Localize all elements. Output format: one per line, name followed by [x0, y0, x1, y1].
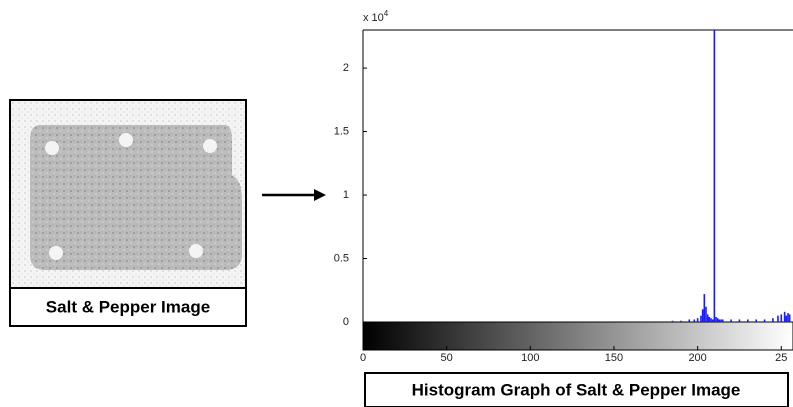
y-multiplier: x 104 — [363, 9, 389, 24]
colorbar — [363, 322, 793, 350]
salt-pepper-image — [10, 100, 246, 288]
bar — [786, 316, 788, 322]
bar — [704, 294, 706, 322]
bar — [705, 307, 707, 322]
bar — [697, 318, 699, 322]
bar — [680, 321, 682, 322]
bar — [717, 318, 719, 322]
bar — [719, 319, 721, 322]
bar — [720, 319, 722, 322]
x-tick-label: 100 — [521, 352, 539, 364]
bars — [672, 30, 791, 322]
bar — [700, 316, 702, 322]
figure: Salt & Pepper Image x 104 Histogram Grap… — [0, 0, 793, 407]
y-tick-label: 1 — [343, 189, 349, 201]
x-tick-label: 200 — [688, 352, 706, 364]
y-tick-label: 0.5 — [334, 252, 349, 264]
arrow — [262, 189, 326, 201]
bar — [787, 313, 789, 322]
y-tick-label: 2 — [343, 62, 349, 74]
bar — [672, 321, 674, 322]
chart-title: Histogram Graph of Salt & Pepper Image — [412, 380, 741, 399]
bar — [715, 317, 717, 322]
bar — [722, 319, 724, 322]
bar — [693, 319, 695, 322]
bar — [784, 312, 786, 322]
y-tick-label: 0 — [343, 316, 349, 328]
x-tick-label: 150 — [605, 352, 623, 364]
bar — [764, 319, 766, 322]
y-multiplier-exponent: 4 — [384, 9, 389, 18]
bar — [772, 318, 774, 322]
y-multiplier-base: x 10 — [363, 12, 384, 24]
bar — [739, 319, 741, 322]
x-tick-label: 25 — [775, 352, 787, 364]
bar — [702, 309, 704, 322]
left-caption: Salt & Pepper Image — [46, 297, 210, 316]
bar — [777, 316, 779, 322]
bar — [747, 319, 749, 322]
bar — [710, 318, 712, 322]
bar — [780, 314, 782, 322]
bar — [730, 319, 732, 322]
bar — [707, 314, 709, 322]
x-tick-label: 0 — [360, 352, 366, 364]
bar — [789, 314, 791, 322]
bar — [709, 317, 711, 322]
x-tick-label: 50 — [441, 352, 453, 364]
bar — [688, 319, 690, 322]
bar — [755, 319, 757, 322]
y-tick-label: 1.5 — [334, 125, 349, 137]
bar — [714, 30, 716, 322]
bar — [712, 319, 714, 322]
